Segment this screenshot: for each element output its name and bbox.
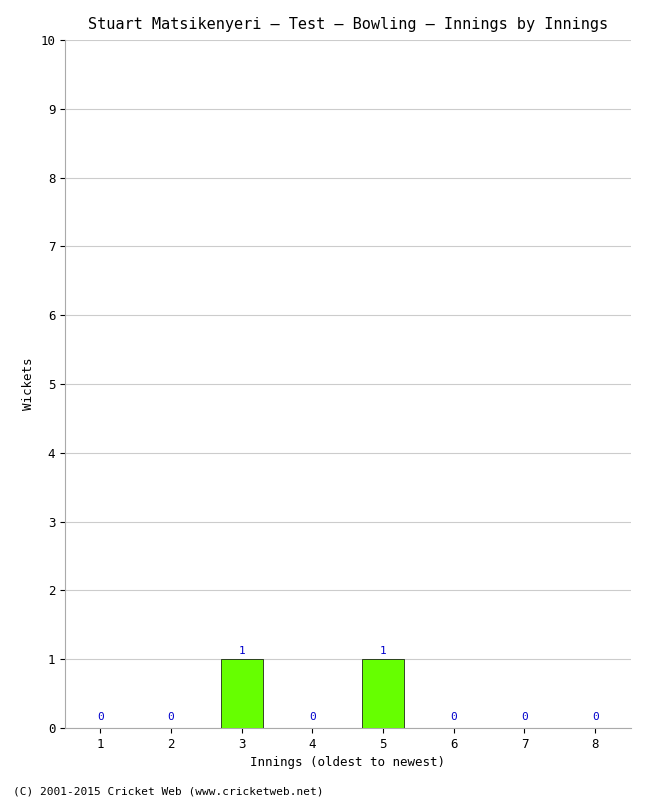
Text: 0: 0	[168, 713, 174, 722]
Text: 1: 1	[239, 646, 245, 656]
Y-axis label: Wickets: Wickets	[21, 358, 34, 410]
Text: 0: 0	[97, 713, 104, 722]
Text: 0: 0	[521, 713, 528, 722]
Title: Stuart Matsikenyeri – Test – Bowling – Innings by Innings: Stuart Matsikenyeri – Test – Bowling – I…	[88, 17, 608, 32]
Text: 0: 0	[450, 713, 457, 722]
Text: 0: 0	[592, 713, 599, 722]
Bar	[362, 659, 404, 728]
Text: 0: 0	[309, 713, 316, 722]
X-axis label: Innings (oldest to newest): Innings (oldest to newest)	[250, 756, 445, 770]
Text: 1: 1	[380, 646, 387, 656]
Bar	[220, 659, 263, 728]
Text: (C) 2001-2015 Cricket Web (www.cricketweb.net): (C) 2001-2015 Cricket Web (www.cricketwe…	[13, 786, 324, 796]
